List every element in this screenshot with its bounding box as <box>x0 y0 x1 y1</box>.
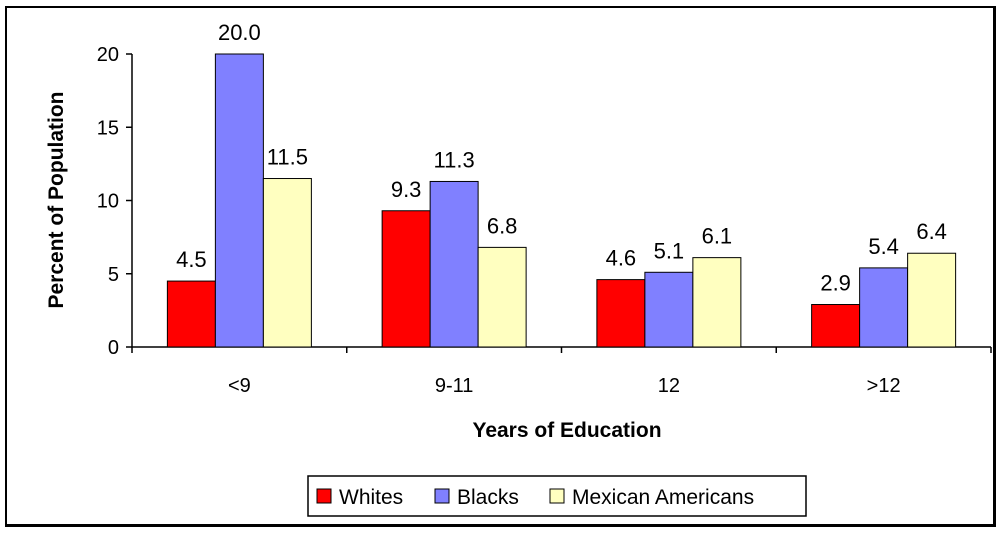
legend-label: Blacks <box>457 486 519 509</box>
legend-swatch <box>549 488 565 504</box>
bar <box>477 246 527 348</box>
bar <box>166 280 216 348</box>
data-label: 4.5 <box>176 247 207 272</box>
data-label: 11.3 <box>434 147 475 172</box>
x-tick-label: 9-11 <box>435 375 474 397</box>
bar <box>214 53 264 348</box>
data-label: 11.5 <box>267 145 308 170</box>
y-axis-title: Percent of Population <box>45 91 68 308</box>
y-tick-label: 10 <box>97 191 119 213</box>
data-label: 2.9 <box>820 271 851 296</box>
bars <box>166 53 957 348</box>
data-label: 6.4 <box>916 219 947 244</box>
data-label: 5.4 <box>868 234 899 259</box>
y-tick-label: 20 <box>97 44 119 66</box>
x-axis-title: Years of Education <box>472 419 661 442</box>
bar <box>859 267 909 348</box>
bar <box>692 257 742 348</box>
bar <box>907 252 957 348</box>
data-label: 4.6 <box>606 246 637 271</box>
legend-label: Whites <box>339 486 403 509</box>
data-label: 20.0 <box>218 20 261 45</box>
x-tick-label: <9 <box>228 375 251 397</box>
y-tick-label: 0 <box>108 337 119 359</box>
legend: Whites Blacks Mexican Americans <box>307 475 807 517</box>
bar <box>429 180 479 348</box>
data-label: 6.8 <box>487 213 518 238</box>
bar <box>381 210 431 348</box>
y-tick-label: 15 <box>97 117 119 139</box>
x-tick-label: 12 <box>658 375 680 397</box>
data-label: 9.3 <box>391 177 422 202</box>
data-label: 6.1 <box>702 224 733 249</box>
x-tick-label: >12 <box>867 375 901 397</box>
legend-label: Mexican Americans <box>572 486 754 509</box>
legend-swatch <box>434 488 450 504</box>
bar <box>262 178 312 348</box>
legend-swatch <box>316 488 332 504</box>
bar <box>811 304 861 348</box>
y-tick-label: 5 <box>108 264 119 286</box>
bar <box>644 271 694 348</box>
data-label: 5.1 <box>654 238 685 263</box>
bar <box>596 279 646 348</box>
data-labels: 4.5 9.3 4.6 2.9 20.0 11.3 5.1 5.4 11.5 6.8 6.1 6.4 <box>176 20 947 296</box>
